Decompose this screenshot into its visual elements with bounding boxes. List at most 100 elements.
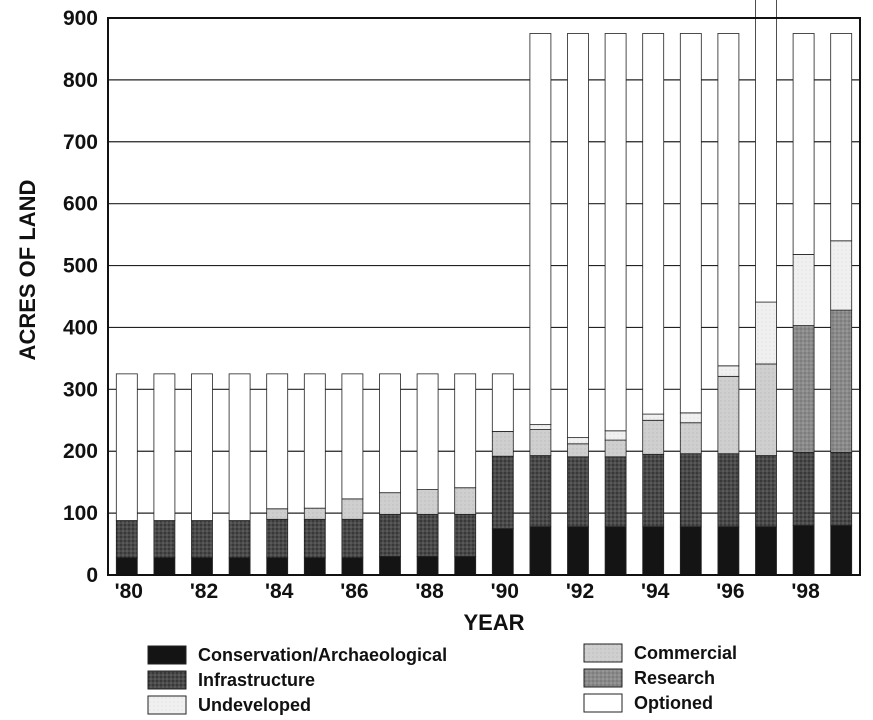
bar-segment-optioned-1992 [567,33,589,439]
x-tick-label: '96 [716,580,744,603]
bar-segment-infrastructure-1985 [303,518,326,559]
bar-segment-conservation-archaeological-1992 [567,526,589,576]
bar-segment-research-1999 [830,309,853,453]
bar-segment-commercial-1986 [341,498,364,520]
bar-segment-commercial-1991 [529,429,552,456]
bar-segment-commercial-1985 [303,507,326,520]
bar-segment-conservation-archaeological-1993 [604,526,627,576]
bar-segment-infrastructure-1992 [567,456,589,528]
bar-segment-optioned-1993 [604,33,627,432]
x-tick-label: '84 [265,580,294,603]
bar-segment-conservation-archaeological-1981 [153,557,176,576]
bar-segment-optioned-1998 [792,33,815,255]
bar-segment-infrastructure-1994 [642,453,665,528]
bar-segment-conservation-archaeological-1989 [454,556,477,576]
bar-segment-undeveloped-1992 [567,437,589,445]
bar-segment-optioned-1996 [717,33,740,367]
y-tick-label: 800 [63,69,98,92]
bar-segment-optioned-1999 [830,33,853,242]
bar-segment-infrastructure-1986 [341,518,364,559]
bar-segment-undeveloped-1991 [529,424,552,430]
bar-segment-commercial-1995 [679,422,702,455]
legend-swatch-optioned [583,693,623,713]
bar-segment-optioned-1981 [153,373,176,521]
bar-segment-infrastructure-1989 [454,513,477,557]
bar-segment-commercial-1993 [604,439,627,458]
bar-segment-optioned-1983 [228,373,251,521]
bar-segment-conservation-archaeological-1999 [830,525,853,576]
bar-segment-undeveloped-1993 [604,430,627,441]
x-tick-label: '94 [641,580,670,603]
bar-segment-conservation-archaeological-1987 [379,556,401,576]
bar-segment-commercial-1992 [567,443,589,458]
bar-segment-commercial-1994 [642,419,665,455]
bar-segment-infrastructure-1993 [604,456,627,528]
legend-label-commercial: Commercial [634,643,737,663]
bar-segment-commercial-1996 [717,375,740,455]
bar-segment-commercial-1990 [491,431,514,457]
y-axis-label: ACRES OF LAND [15,180,40,361]
bar-segment-infrastructure-1983 [228,520,251,559]
x-tick-label: '80 [115,580,143,603]
x-tick-labels: '80 '82 '84 '86 '88 '90 '92 '94 '96 '98 [115,580,820,603]
bar-segment-conservation-archaeological-1988 [416,556,439,576]
bar-segment-commercial-1984 [266,508,289,520]
bar-segment-undeveloped-1999 [830,240,853,311]
bar-segment-conservation-archaeological-1996 [717,526,740,576]
bar-segment-optioned-1994 [642,33,665,415]
bar-segment-infrastructure-1980 [115,520,138,559]
bar-segment-undeveloped-1994 [642,413,665,421]
bar-segment-optioned-1987 [379,373,401,494]
bar-segment-undeveloped-1997 [755,301,777,365]
y-tick-label: 200 [63,440,98,463]
bar-segment-infrastructure-1996 [717,453,740,528]
legend-swatch-undeveloped [147,695,187,715]
bars [115,0,853,576]
bar-segment-conservation-archaeological-1991 [529,526,552,576]
legend-label-undeveloped: Undeveloped [198,695,311,715]
bar-segment-optioned-1980 [115,373,138,521]
bar-segment-undeveloped-1996 [717,365,740,377]
x-tick-label: '88 [415,580,444,603]
bar-segment-commercial-1989 [454,487,477,515]
bar-segment-undeveloped-1998 [792,254,815,326]
gridlines [108,79,860,514]
legend-label-infrastructure: Infrastructure [198,670,315,690]
bar-segment-optioned-1988 [416,373,439,490]
legend-label-conservation-archaeological: Conservation/Archaeological [198,645,447,665]
legend-label-optioned: Optioned [634,693,713,713]
y-tick-label: 900 [63,7,98,30]
bar-segment-optioned-1986 [341,373,364,500]
bar-segment-conservation-archaeological-1994 [642,526,665,576]
y-tick-label: 300 [63,378,98,401]
bar-segment-infrastructure-1982 [191,520,213,559]
bar-segment-optioned-1984 [266,373,289,510]
y-tick-label: 0 [86,564,98,587]
bar-segment-infrastructure-1991 [529,455,552,528]
bar-segment-commercial-1997 [755,363,777,456]
x-tick-label: '98 [791,580,820,603]
bar-segment-conservation-archaeological-1982 [191,557,213,576]
bar-segment-optioned-1990 [491,373,514,432]
bar-segment-infrastructure-1988 [416,513,439,557]
x-tick-label: '90 [491,580,519,603]
bar-segment-infrastructure-1998 [792,452,815,526]
y-tick-labels: 0 100 200 300 400 500 600 700 800 900 [63,7,98,587]
bar-segment-conservation-archaeological-1990 [491,528,514,576]
bar-segment-infrastructure-1987 [379,513,401,557]
y-tick-label: 100 [63,502,98,525]
bar-segment-optioned-1995 [679,33,702,414]
y-tick-label: 500 [63,255,98,278]
bar-segment-infrastructure-1984 [266,518,289,559]
bar-segment-conservation-archaeological-1984 [266,557,289,576]
bar-segment-commercial-1988 [416,489,439,515]
bar-segment-infrastructure-1995 [679,453,702,528]
bar-segment-conservation-archaeological-1995 [679,526,702,576]
bar-segment-infrastructure-1997 [755,455,777,528]
bar-segment-optioned-1991 [529,33,552,426]
bar-segment-conservation-archaeological-1986 [341,557,364,576]
bar-segment-infrastructure-1981 [153,520,176,559]
x-axis-label: YEAR [463,610,524,635]
bar-segment-optioned-1997 [755,0,777,303]
